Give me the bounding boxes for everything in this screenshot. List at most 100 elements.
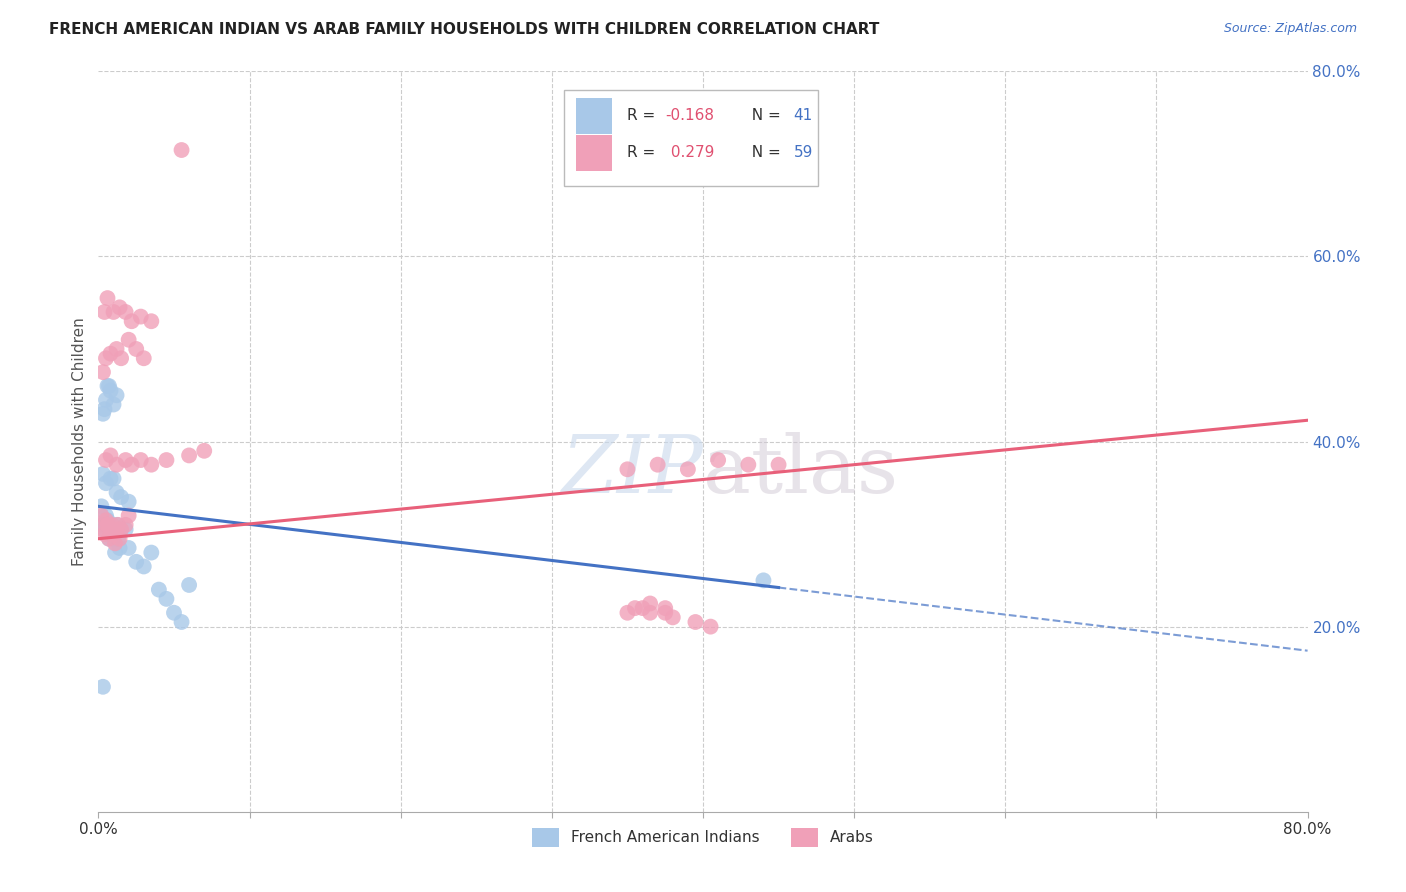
Text: N =: N = [742, 108, 786, 123]
Point [101, 517, 124, 532]
Point [103, 472, 125, 486]
Point [110, 490, 132, 504]
Point [148, 582, 170, 597]
Point [94, 392, 117, 407]
Point [699, 619, 721, 633]
Point [110, 523, 132, 537]
Point [104, 545, 127, 560]
Point [121, 314, 143, 328]
Point [105, 517, 128, 532]
Point [94, 476, 117, 491]
Point [768, 458, 790, 472]
Point [685, 615, 707, 629]
Point [103, 527, 125, 541]
Point [98, 379, 121, 393]
Point [654, 601, 676, 615]
Point [129, 310, 152, 324]
Point [91, 523, 114, 537]
Point [105, 523, 128, 537]
Point [737, 458, 759, 472]
Text: Source: ZipAtlas.com: Source: ZipAtlas.com [1223, 22, 1357, 36]
Point [132, 351, 155, 366]
Text: ZIP: ZIP [561, 433, 703, 510]
Point [110, 523, 132, 537]
Point [91, 407, 114, 421]
Point [93, 527, 115, 541]
Point [91, 517, 114, 532]
Text: -0.168: -0.168 [665, 108, 714, 123]
Point [647, 458, 669, 472]
Point [193, 443, 215, 458]
Text: 0.279: 0.279 [665, 145, 714, 161]
Point [108, 541, 131, 555]
Point [94, 351, 117, 366]
Point [661, 610, 683, 624]
Point [114, 453, 136, 467]
Point [107, 532, 129, 546]
FancyBboxPatch shape [564, 90, 818, 186]
Point [90, 500, 112, 514]
Point [108, 301, 131, 315]
Point [118, 508, 141, 523]
FancyBboxPatch shape [576, 135, 613, 170]
Point [91, 467, 114, 481]
Point [170, 143, 193, 157]
Point [752, 574, 775, 588]
Point [107, 517, 129, 532]
Point [94, 453, 117, 467]
Point [100, 523, 122, 537]
Text: FRENCH AMERICAN INDIAN VS ARAB FAMILY HOUSEHOLDS WITH CHILDREN CORRELATION CHART: FRENCH AMERICAN INDIAN VS ARAB FAMILY HO… [49, 22, 880, 37]
Point [132, 559, 155, 574]
Point [110, 351, 132, 366]
Point [155, 453, 177, 467]
Point [125, 342, 148, 356]
Point [118, 541, 141, 555]
Text: R =: R = [627, 108, 659, 123]
Point [100, 449, 122, 463]
Point [105, 458, 128, 472]
Point [624, 601, 647, 615]
Point [96, 513, 118, 527]
Point [114, 517, 136, 532]
Point [98, 532, 121, 546]
Point [103, 532, 125, 546]
Point [654, 606, 676, 620]
Point [93, 305, 115, 319]
Point [170, 615, 193, 629]
Point [96, 517, 118, 532]
Y-axis label: Family Households with Children: Family Households with Children [72, 318, 87, 566]
Point [155, 591, 177, 606]
Point [98, 532, 121, 546]
Point [104, 536, 127, 550]
Point [163, 606, 186, 620]
Point [118, 333, 141, 347]
Point [141, 458, 163, 472]
Point [141, 314, 163, 328]
Point [638, 597, 661, 611]
Point [94, 513, 117, 527]
Point [93, 523, 115, 537]
Point [114, 523, 136, 537]
Point [121, 458, 143, 472]
Point [118, 494, 141, 508]
Text: atlas: atlas [703, 432, 898, 510]
Point [129, 453, 152, 467]
Legend: French American Indians, Arabs: French American Indians, Arabs [523, 819, 883, 856]
Point [631, 601, 654, 615]
Point [91, 680, 114, 694]
Text: N =: N = [742, 145, 786, 161]
Text: R =: R = [627, 145, 659, 161]
Point [125, 555, 148, 569]
Point [616, 462, 638, 476]
Point [100, 346, 122, 360]
Point [96, 379, 118, 393]
Point [96, 291, 118, 305]
Point [93, 402, 115, 417]
Point [105, 388, 128, 402]
Point [114, 305, 136, 319]
Text: 41: 41 [794, 108, 813, 123]
Point [94, 508, 117, 523]
Text: 59: 59 [794, 145, 813, 161]
Point [101, 527, 124, 541]
Point [105, 485, 128, 500]
